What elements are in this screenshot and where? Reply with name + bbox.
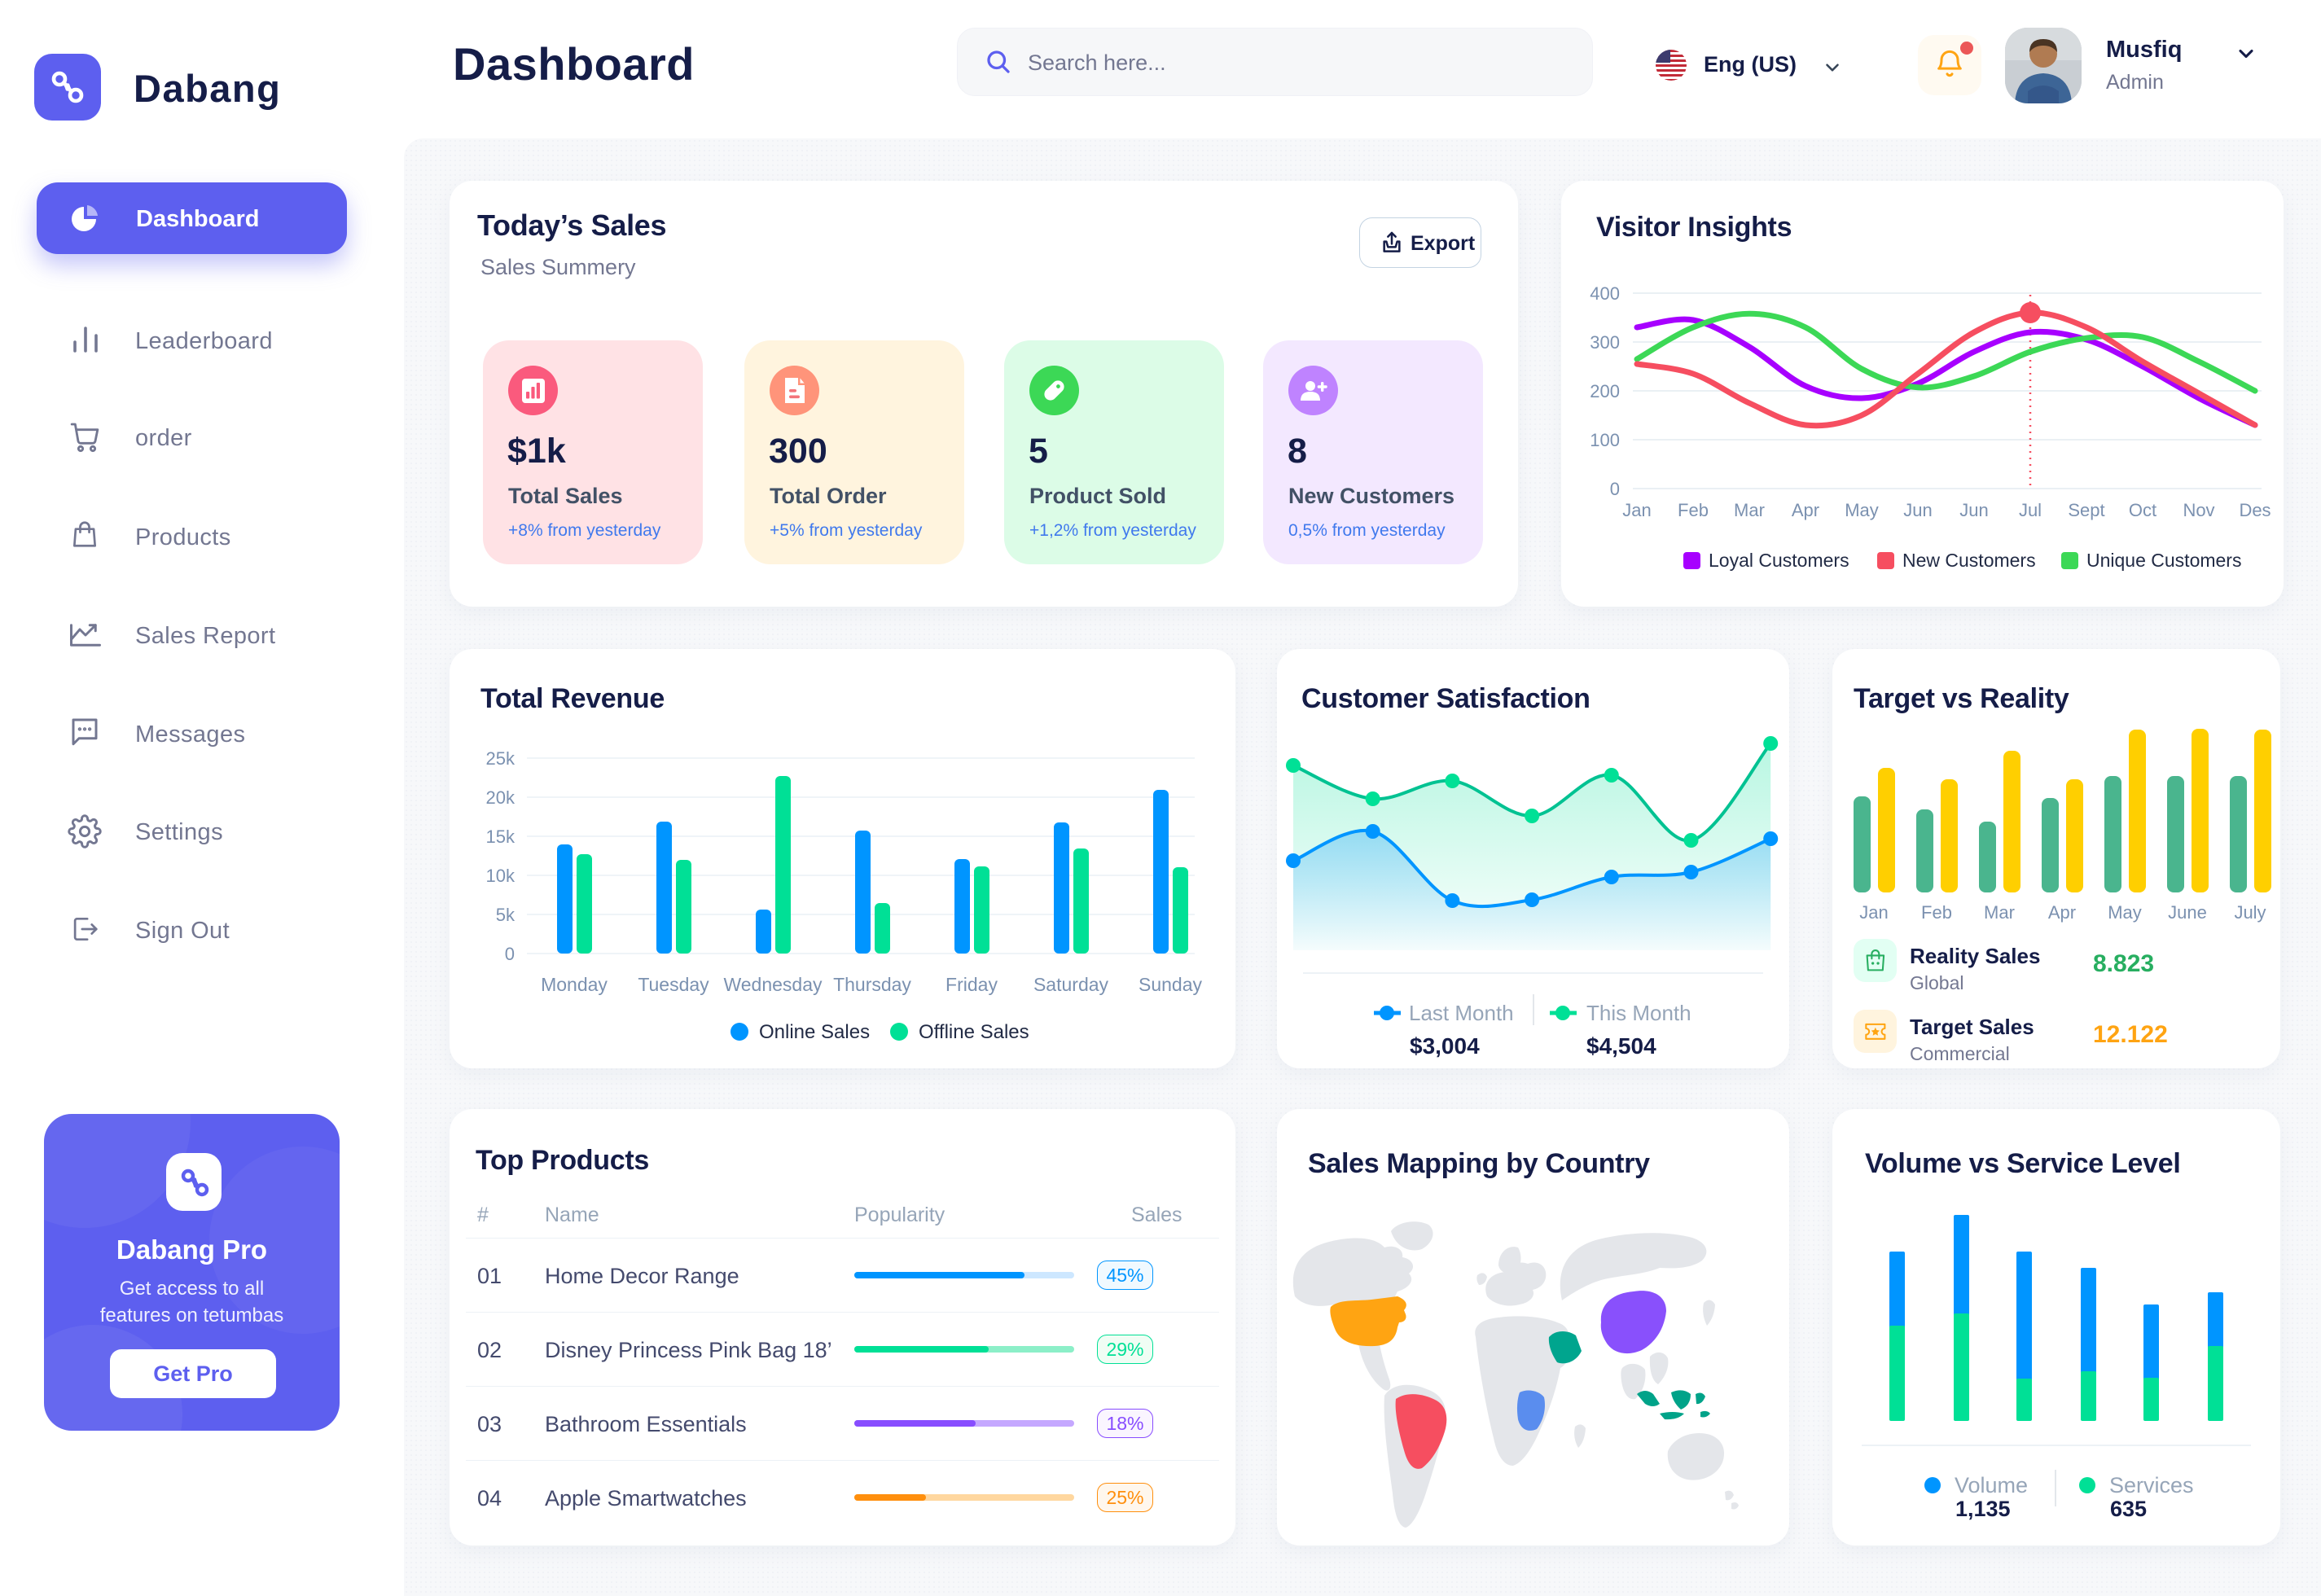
svg-text:5k: 5k xyxy=(496,905,516,925)
svg-text:Unique Customers: Unique Customers xyxy=(2086,550,2241,571)
svg-text:635: 635 xyxy=(2110,1497,2147,1521)
svg-text:This Month: This Month xyxy=(1586,1001,1691,1025)
svg-text:25k: 25k xyxy=(486,748,516,769)
svg-text:Feb: Feb xyxy=(1678,500,1709,520)
svg-text:Jan: Jan xyxy=(1859,902,1888,923)
svg-text:Nov: Nov xyxy=(2183,500,2214,520)
svg-text:Online Sales: Online Sales xyxy=(759,1021,870,1043)
svg-text:New Customers: New Customers xyxy=(1902,550,2036,571)
svg-text:20k: 20k xyxy=(486,787,516,808)
svg-text:Jan: Jan xyxy=(1622,500,1651,520)
svg-text:Apr: Apr xyxy=(1792,500,1819,520)
svg-text:Volume: Volume xyxy=(1955,1473,2028,1497)
svg-text:Jun: Jun xyxy=(1959,500,1988,520)
svg-text:400: 400 xyxy=(1590,283,1620,304)
svg-text:Monday: Monday xyxy=(541,974,608,995)
svg-text:Services: Services xyxy=(2109,1473,2194,1497)
svg-text:Oct: Oct xyxy=(2129,500,2156,520)
svg-text:10k: 10k xyxy=(486,866,516,886)
svg-text:0: 0 xyxy=(1610,479,1620,499)
svg-text:$3,004: $3,004 xyxy=(1410,1033,1480,1059)
svg-text:Tuesday: Tuesday xyxy=(638,974,709,995)
svg-text:Apr: Apr xyxy=(2048,902,2076,923)
svg-text:300: 300 xyxy=(1590,332,1620,353)
svg-text:Sunday: Sunday xyxy=(1139,974,1203,995)
svg-text:Saturday: Saturday xyxy=(1033,974,1109,995)
svg-text:0: 0 xyxy=(505,944,515,964)
svg-text:200: 200 xyxy=(1590,381,1620,401)
svg-text:100: 100 xyxy=(1590,430,1620,450)
svg-text:July: July xyxy=(2234,902,2266,923)
svg-text:Mar: Mar xyxy=(1984,902,2015,923)
svg-text:$4,504: $4,504 xyxy=(1586,1033,1656,1059)
svg-text:Feb: Feb xyxy=(1921,902,1952,923)
svg-text:15k: 15k xyxy=(486,826,516,847)
svg-text:Jul: Jul xyxy=(2019,500,2042,520)
svg-text:Friday: Friday xyxy=(946,974,998,995)
svg-text:Mar: Mar xyxy=(1734,500,1765,520)
svg-text:May: May xyxy=(2108,902,2142,923)
svg-text:Last Month: Last Month xyxy=(1409,1001,1514,1025)
svg-text:June: June xyxy=(2168,902,2207,923)
svg-text:Des: Des xyxy=(2239,500,2271,520)
svg-text:May: May xyxy=(1845,500,1879,520)
svg-text:Jun: Jun xyxy=(1903,500,1932,520)
svg-text:Wednesday: Wednesday xyxy=(723,974,823,995)
svg-text:Loyal Customers: Loyal Customers xyxy=(1709,550,1849,571)
svg-text:1,135: 1,135 xyxy=(1955,1497,2011,1521)
svg-text:Sept: Sept xyxy=(2068,500,2104,520)
svg-text:Offline Sales: Offline Sales xyxy=(919,1021,1029,1043)
svg-text:Thursday: Thursday xyxy=(833,974,911,995)
